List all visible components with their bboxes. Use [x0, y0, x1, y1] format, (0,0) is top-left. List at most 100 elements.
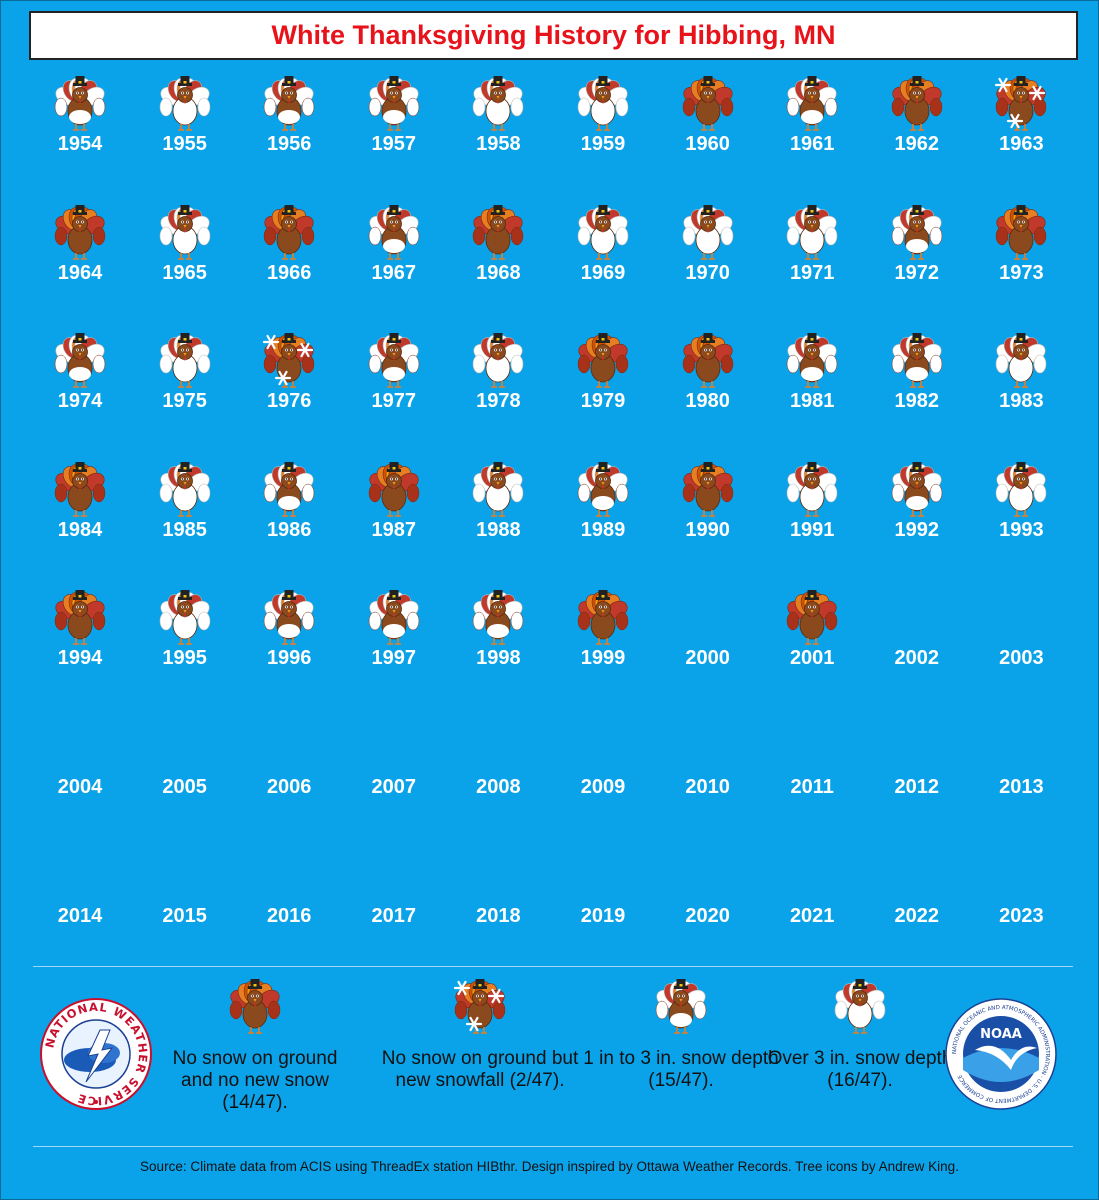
noaa-logo: NOAA NATIONAL OCEANIC AND ATMOSPHERIC AD… [945, 998, 1057, 1110]
year-cell: 1988 [446, 459, 550, 587]
year-label: 1982 [894, 390, 940, 413]
year-cell: 2000 [656, 587, 760, 715]
year-cell: 1961 [760, 73, 864, 201]
year-cell: 1974 [28, 330, 132, 458]
year-label: 1969 [580, 261, 626, 284]
year-cell: 1968 [446, 202, 550, 330]
year-label: 1961 [789, 133, 835, 155]
year-cell: 1956 [237, 73, 341, 201]
year-cell: 2015 [133, 845, 237, 973]
year-label: 2017 [371, 904, 417, 927]
year-label: 1990 [685, 518, 730, 541]
turkey-heavy-icon [157, 587, 213, 647]
year-label: 2015 [162, 904, 207, 927]
turkey-none-icon [261, 202, 317, 262]
turkey-heavy-icon [680, 202, 736, 262]
year-cell: 1984 [28, 459, 132, 587]
year-label: 1960 [685, 133, 730, 155]
year-label: 1967 [371, 261, 417, 284]
turkey-light-icon [575, 459, 631, 519]
turkey-light-icon [784, 330, 840, 390]
year-label: 2016 [266, 904, 312, 927]
nws-logo: NATIONAL WEATHER SERVICE [40, 998, 152, 1110]
year-cell: 2017 [342, 845, 446, 973]
year-cell: 2019 [551, 845, 655, 973]
turkey-none-icon [52, 202, 108, 262]
year-cell: 2014 [28, 845, 132, 973]
year-cell: 2004 [28, 716, 132, 844]
year-cell: 1970 [656, 202, 760, 330]
year-label: 1993 [999, 518, 1044, 541]
turkey-newsnow-icon [993, 73, 1049, 133]
turkey-none-icon [680, 73, 736, 133]
year-label: 2001 [789, 647, 835, 670]
year-cell: 1995 [133, 587, 237, 715]
year-label: 1983 [999, 390, 1044, 413]
year-label: 2011 [790, 776, 834, 798]
turkey-light-icon [889, 330, 945, 390]
year-label: 1963 [999, 133, 1044, 155]
turkey-none-icon [784, 587, 840, 647]
year-cell: 2021 [760, 845, 864, 973]
year-label: 1994 [57, 647, 103, 670]
year-cell: 1957 [342, 73, 446, 201]
turkey-none-icon [889, 73, 945, 133]
year-cell: 2022 [865, 845, 969, 973]
year-label: 1973 [999, 261, 1044, 284]
year-cell: 1996 [237, 587, 341, 715]
year-cell: 1977 [342, 330, 446, 458]
year-label: 1974 [57, 390, 103, 413]
year-label: 1986 [266, 518, 312, 541]
year-label: 1955 [162, 133, 207, 155]
source-note: Source: Climate data from ACIS using Thr… [140, 1159, 959, 1174]
year-label: 2023 [999, 904, 1044, 927]
year-cell: 1972 [865, 202, 969, 330]
turkey-heavy-icon [470, 73, 526, 133]
year-label: 1975 [162, 390, 207, 413]
turkey-none-icon [680, 459, 736, 519]
year-label: 2020 [685, 904, 730, 927]
year-cell: 1985 [133, 459, 237, 587]
turkey-heavy-icon [784, 202, 840, 262]
year-cell: 1987 [342, 459, 446, 587]
legend-label-newsnow: No snow on ground but new snowfall (2/47… [381, 1048, 579, 1091]
year-cell: 2018 [446, 845, 550, 973]
year-cell: 1966 [237, 202, 341, 330]
year-cell: 1965 [133, 202, 237, 330]
turkey-light-icon [470, 587, 526, 647]
year-label: 2010 [685, 776, 730, 798]
year-label: 1984 [57, 518, 103, 541]
year-label: 1999 [580, 647, 626, 670]
year-cell: 1959 [551, 73, 655, 201]
year-cell: 1999 [551, 587, 655, 715]
legend-turkey-none-icon [227, 976, 283, 1036]
turkey-heavy-icon [993, 330, 1049, 390]
legend-turkey-newsnow-icon [452, 976, 508, 1036]
turkey-heavy-icon [157, 202, 213, 262]
year-label: 1977 [371, 390, 417, 413]
year-cell: 1979 [551, 330, 655, 458]
year-label: 2007 [371, 776, 417, 798]
year-label: 2004 [57, 776, 103, 798]
year-cell: 2009 [551, 716, 655, 844]
year-cell: 2013 [969, 716, 1073, 844]
turkey-light-icon [52, 73, 108, 133]
year-cell: 1955 [133, 73, 237, 201]
year-cell: 2011 [760, 716, 864, 844]
year-label: 2002 [894, 647, 940, 670]
turkey-none-icon [52, 587, 108, 647]
year-cell: 1994 [28, 587, 132, 715]
year-cell: 2023 [969, 845, 1073, 973]
year-cell: 1989 [551, 459, 655, 587]
year-label: 1989 [580, 518, 626, 541]
year-cell: 2010 [656, 716, 760, 844]
year-cell: 1975 [133, 330, 237, 458]
legend-turkey-heavy-icon [832, 976, 888, 1036]
year-cell: 1983 [969, 330, 1073, 458]
year-cell: 2016 [237, 845, 341, 973]
chart-title: White Thanksgiving History for Hibbing, … [29, 11, 1078, 60]
year-label: 1992 [894, 518, 940, 541]
legend-label-none: No snow on ground and no new snow (14/47… [172, 1048, 338, 1113]
year-label: 1962 [894, 133, 940, 155]
year-label: 1996 [266, 647, 312, 670]
